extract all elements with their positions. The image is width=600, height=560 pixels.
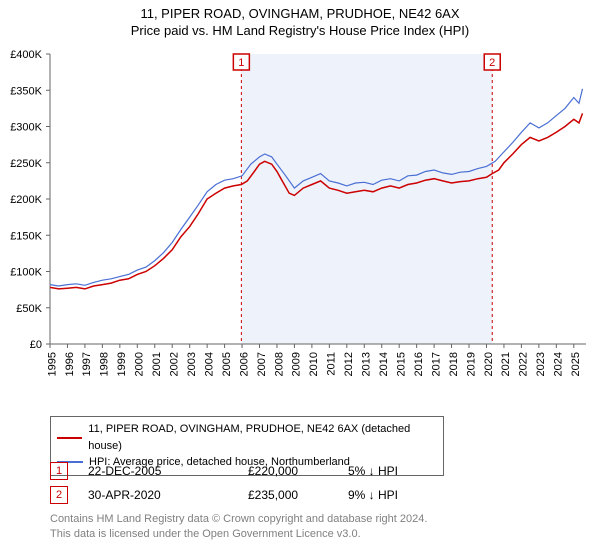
svg-text:2021: 2021 <box>500 352 512 376</box>
legend-line-property <box>57 437 82 439</box>
svg-text:2011: 2011 <box>326 352 338 376</box>
svg-text:1999: 1999 <box>116 352 128 376</box>
svg-text:£350K: £350K <box>10 85 42 97</box>
svg-text:1: 1 <box>238 57 244 69</box>
legend-label-property: 11, PIPER ROAD, OVINGHAM, PRUDHOE, NE42 … <box>88 421 437 454</box>
svg-text:£50K: £50K <box>16 303 42 315</box>
annotation-marker-2: 2 <box>50 486 68 504</box>
svg-text:£150K: £150K <box>10 230 42 242</box>
annotation-price-2: £235,000 <box>248 488 348 502</box>
svg-text:2003: 2003 <box>186 352 198 376</box>
svg-text:2015: 2015 <box>395 352 407 376</box>
svg-text:2: 2 <box>489 57 495 69</box>
svg-text:£300K: £300K <box>10 122 42 134</box>
chart-plot-area: £0£50K£100K£150K£200K£250K£300K£350K£400… <box>50 48 590 388</box>
svg-text:2005: 2005 <box>221 352 233 376</box>
svg-text:2010: 2010 <box>308 352 320 376</box>
svg-text:2008: 2008 <box>273 352 285 376</box>
chart-title-address: 11, PIPER ROAD, OVINGHAM, PRUDHOE, NE42 … <box>0 6 600 21</box>
svg-text:2024: 2024 <box>553 352 565 376</box>
svg-text:1997: 1997 <box>81 352 93 376</box>
svg-text:2023: 2023 <box>535 352 547 376</box>
svg-text:2018: 2018 <box>448 352 460 376</box>
svg-text:£400K: £400K <box>10 49 42 61</box>
svg-text:2012: 2012 <box>343 352 355 376</box>
chart-title-block: 11, PIPER ROAD, OVINGHAM, PRUDHOE, NE42 … <box>0 0 600 38</box>
annotation-pct-1: 5% ↓ HPI <box>348 464 580 478</box>
annotation-pct-2: 9% ↓ HPI <box>348 488 580 502</box>
annotation-date-1: 22-DEC-2005 <box>88 464 248 478</box>
svg-text:2001: 2001 <box>151 352 163 376</box>
svg-text:2025: 2025 <box>570 352 582 376</box>
legend-item-property: 11, PIPER ROAD, OVINGHAM, PRUDHOE, NE42 … <box>57 421 437 454</box>
footer-line-2: This data is licensed under the Open Gov… <box>50 527 427 542</box>
annotation-row-1: 1 22-DEC-2005 £220,000 5% ↓ HPI <box>50 462 580 480</box>
annotation-price-1: £220,000 <box>248 464 348 478</box>
svg-text:£100K: £100K <box>10 267 42 279</box>
annotation-row-2: 2 30-APR-2020 £235,000 9% ↓ HPI <box>50 486 580 504</box>
svg-text:2019: 2019 <box>465 352 477 376</box>
svg-text:2013: 2013 <box>361 352 373 376</box>
svg-text:2020: 2020 <box>483 352 495 376</box>
svg-text:£250K: £250K <box>10 158 42 170</box>
svg-text:1998: 1998 <box>99 352 111 376</box>
svg-text:2017: 2017 <box>430 352 442 376</box>
svg-text:2022: 2022 <box>518 352 530 376</box>
svg-text:2007: 2007 <box>256 352 268 376</box>
chart-footer: Contains HM Land Registry data © Crown c… <box>50 512 427 543</box>
svg-text:2004: 2004 <box>203 352 215 376</box>
svg-text:2016: 2016 <box>413 352 425 376</box>
svg-text:1996: 1996 <box>64 352 76 376</box>
annotation-marker-1: 1 <box>50 462 68 480</box>
chart-svg: £0£50K£100K£150K£200K£250K£300K£350K£400… <box>50 48 590 388</box>
svg-text:1995: 1995 <box>46 352 58 376</box>
svg-text:2009: 2009 <box>291 352 303 376</box>
svg-text:2014: 2014 <box>378 352 390 376</box>
svg-text:2000: 2000 <box>134 352 146 376</box>
svg-text:2002: 2002 <box>169 352 181 376</box>
svg-text:£200K: £200K <box>10 194 42 206</box>
chart-title-subtitle: Price paid vs. HM Land Registry's House … <box>0 23 600 38</box>
svg-text:2006: 2006 <box>238 352 250 376</box>
annotation-date-2: 30-APR-2020 <box>88 488 248 502</box>
footer-line-1: Contains HM Land Registry data © Crown c… <box>50 512 427 527</box>
svg-text:£0: £0 <box>30 339 42 351</box>
